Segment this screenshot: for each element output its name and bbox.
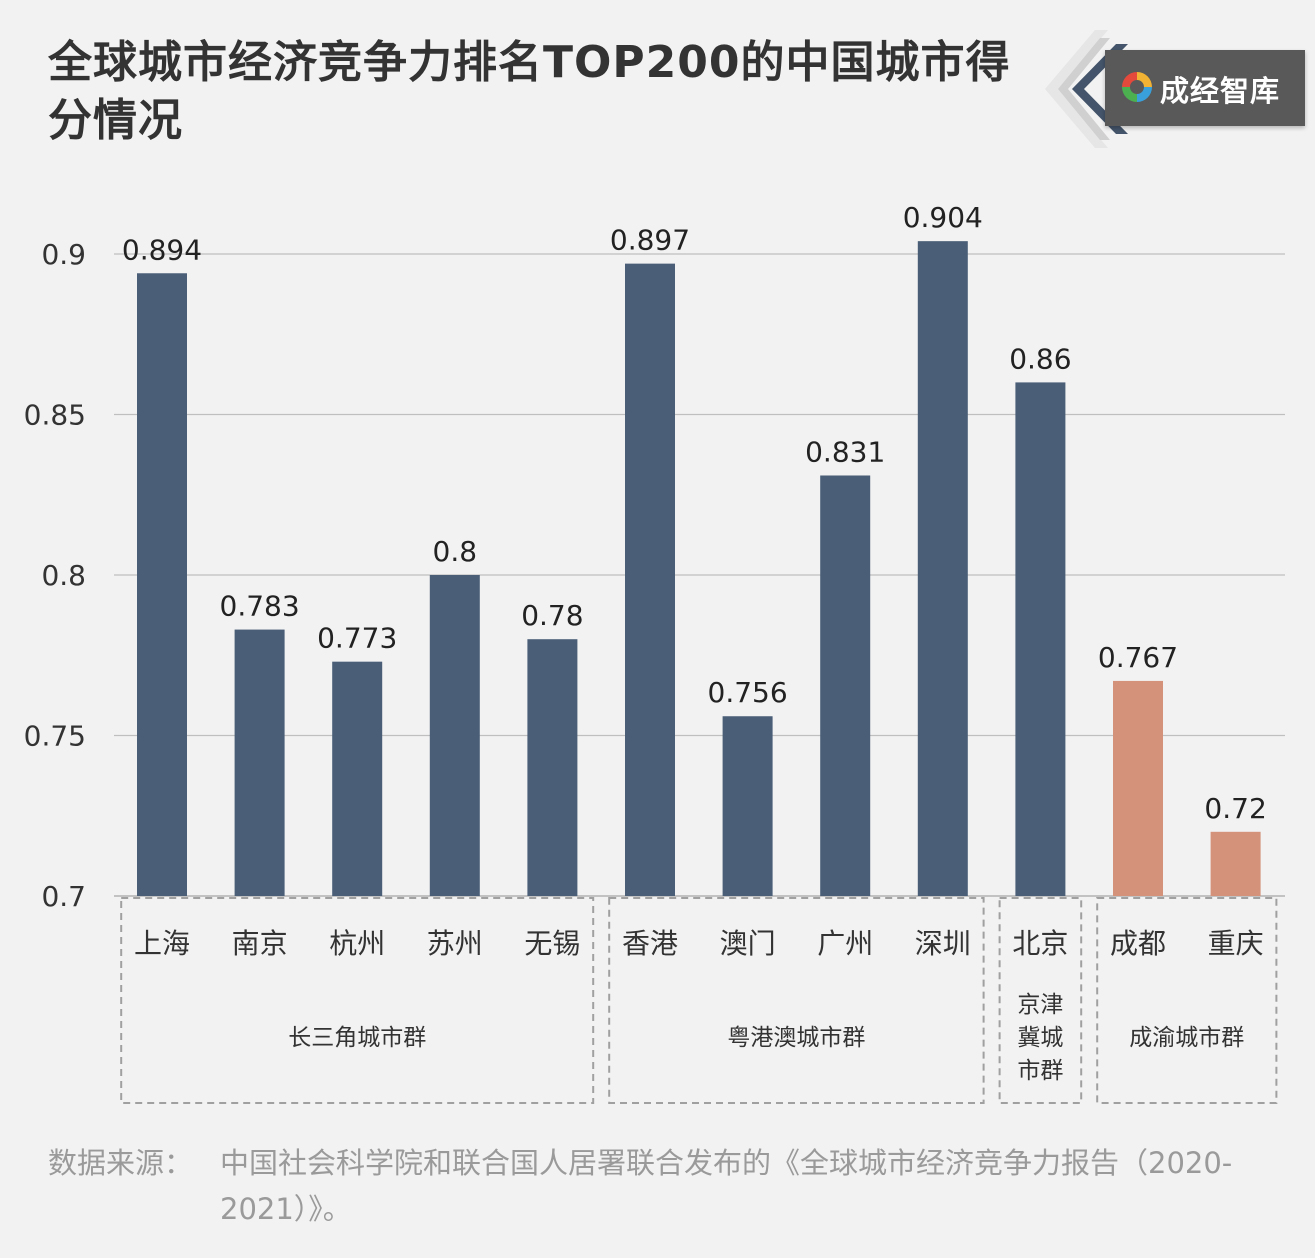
data-label: 0.783 — [220, 590, 300, 623]
group-label: 成渝城市群 — [1129, 1025, 1244, 1051]
data-label: 0.904 — [903, 201, 983, 234]
footnote-label: 数据来源： — [48, 1146, 194, 1180]
category-label: 澳门 — [720, 927, 776, 960]
bar — [722, 716, 773, 896]
group-label: 京津 — [1017, 992, 1063, 1018]
group-label: 粤港澳城市群 — [727, 1025, 865, 1051]
brand-chevron-decoration — [1045, 30, 1128, 148]
category-label: 苏州 — [427, 927, 483, 960]
bar — [917, 241, 968, 896]
data-label: 0.86 — [1009, 342, 1071, 375]
group-label: 长三角城市群 — [288, 1025, 426, 1051]
data-label: 0.897 — [610, 224, 690, 257]
category-label: 上海 — [134, 927, 190, 960]
category-label: 重庆 — [1208, 927, 1264, 960]
data-label: 0.72 — [1204, 792, 1266, 825]
bar — [527, 639, 578, 896]
brand-name: 成经智库 — [1160, 74, 1281, 108]
y-tick-label: 0.7 — [41, 880, 86, 913]
brand-badge: 成经智库 — [1040, 30, 1315, 148]
bar — [234, 629, 285, 896]
bar — [625, 263, 675, 896]
group-box — [998, 897, 1083, 1104]
data-label: 0.831 — [805, 435, 885, 468]
swirl-logo-icon — [1122, 72, 1152, 102]
category-label: 成都 — [1110, 927, 1166, 960]
data-label: 0.767 — [1098, 641, 1178, 674]
y-tick-label: 0.8 — [41, 559, 86, 592]
category-label: 深圳 — [915, 927, 971, 960]
brand-box — [1105, 50, 1305, 126]
category-label: 南京 — [232, 927, 288, 960]
data-label: 0.773 — [317, 622, 397, 655]
bar — [1113, 680, 1163, 896]
category-label: 香港 — [622, 927, 678, 960]
data-label: 0.78 — [521, 599, 583, 632]
bar — [429, 575, 480, 896]
group-box — [120, 897, 595, 1104]
data-label: 0.894 — [122, 233, 202, 266]
y-tick-label: 0.75 — [24, 720, 86, 753]
y-tick-label: 0.9 — [41, 238, 86, 271]
group-box — [1096, 897, 1278, 1104]
group-box — [608, 897, 985, 1104]
bar — [1015, 382, 1066, 896]
category-label: 无锡 — [524, 927, 580, 960]
group-label: 市群 — [1017, 1058, 1063, 1084]
category-label: 广州 — [817, 927, 873, 960]
category-label: 杭州 — [329, 927, 385, 960]
footnote-text: 中国社会科学院和联合国人居署联合发布的《全球城市经济竞争力报告（2020-202… — [220, 1146, 1233, 1226]
data-label: 0.8 — [433, 535, 478, 568]
bar — [137, 273, 187, 896]
group-label: 冀城 — [1017, 1025, 1063, 1051]
bar-chart: 0.9 0.85 0.8 0.75 0.7 0.894 上海 0.783 南京 0.773 杭州 0.… — [24, 201, 1285, 1104]
category-label: 北京 — [1012, 927, 1068, 960]
y-tick-label: 0.85 — [24, 399, 86, 432]
bar — [820, 475, 871, 896]
source-footnote: 数据来源： 中国社会科学院和联合国人居署联合发布的《全球城市经济竞争力报告（202… — [48, 1140, 1288, 1232]
bar — [332, 661, 383, 896]
bar — [1210, 831, 1261, 896]
chart-title: 全球城市经济竞争力排名TOP200的中国城市得分情况 — [48, 37, 1011, 146]
data-label: 0.756 — [708, 676, 788, 709]
